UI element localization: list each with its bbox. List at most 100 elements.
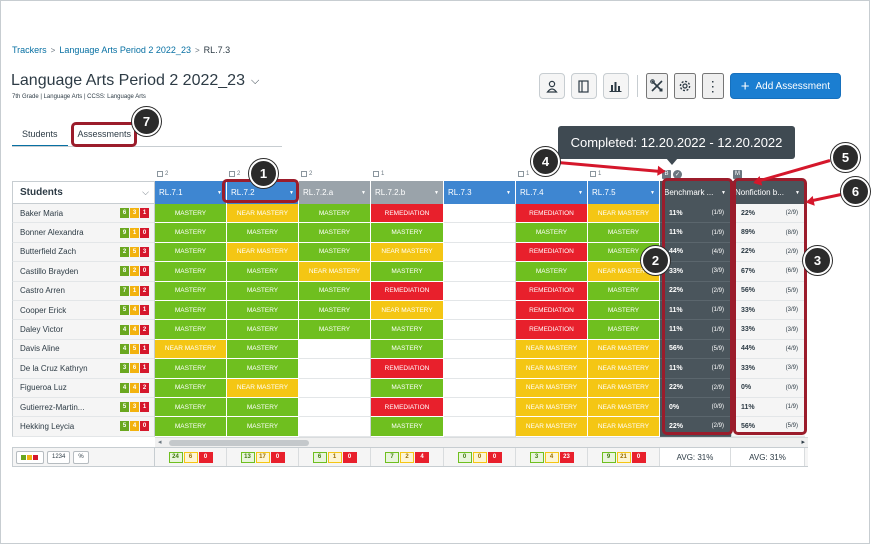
student-name[interactable]: Castro Arren <box>20 286 65 296</box>
chevron-down-icon[interactable]: ⌵ <box>142 187 149 197</box>
standard-cell[interactable]: MASTERY <box>299 223 371 243</box>
standard-cell[interactable]: NEAR MASTERY <box>588 417 660 437</box>
caret-down-icon[interactable]: ▼ <box>289 189 294 196</box>
standard-cell[interactable]: REMEDIATION <box>371 397 444 418</box>
standard-cell[interactable]: MASTERY <box>371 223 444 243</box>
standard-cell[interactable]: MASTERY <box>516 262 588 282</box>
standard-cell[interactable]: REMEDIATION <box>371 204 444 224</box>
gear-icon[interactable] <box>673 73 696 99</box>
standard-cell[interactable]: NEAR MASTERY <box>516 378 588 398</box>
standard-cell[interactable] <box>444 262 516 282</box>
standard-cell[interactable]: NEAR MASTERY <box>588 397 660 418</box>
student-name-cell[interactable]: Gutierrez-Martin... 5 3 1 <box>12 397 155 418</box>
student-name-cell[interactable]: Castro Arren 7 1 2 <box>12 281 155 301</box>
standard-cell[interactable]: REMEDIATION <box>516 204 588 224</box>
benchmark-score-cell[interactable]: 22% (2/9) <box>660 281 731 301</box>
scroll-right-icon[interactable]: ▸ <box>801 439 805 446</box>
student-name[interactable]: Castillo Brayden <box>20 266 79 276</box>
standard-cell[interactable] <box>444 378 516 398</box>
students-column-header[interactable]: Students ⌵ <box>12 181 155 204</box>
standard-cell[interactable]: REMEDIATION <box>516 300 588 321</box>
caret-down-icon[interactable]: ▼ <box>578 189 583 196</box>
standard-cell[interactable]: NEAR MASTERY <box>227 378 299 398</box>
standard-cell[interactable]: MASTERY <box>155 300 227 321</box>
standard-cell[interactable]: MASTERY <box>227 359 299 379</box>
standard-cell[interactable]: MASTERY <box>155 262 227 282</box>
student-name[interactable]: De la Cruz Kathryn <box>20 363 88 373</box>
tools-icon[interactable] <box>645 73 668 99</box>
horizontal-scrollbar[interactable]: ◂ ▸ <box>155 437 808 447</box>
standard-cell[interactable]: MASTERY <box>227 397 299 418</box>
standard-cell[interactable] <box>299 359 371 379</box>
student-name[interactable]: Gutierrez-Martin... <box>20 402 85 412</box>
student-name[interactable]: Butterfield Zach <box>20 247 77 257</box>
standard-cell[interactable]: NEAR MASTERY <box>371 242 444 263</box>
standard-cell[interactable]: MASTERY <box>299 204 371 224</box>
standard-cell[interactable]: NEAR MASTERY <box>516 359 588 379</box>
benchmark-score-cell[interactable]: 11% (1/9) <box>660 320 731 340</box>
standard-cell[interactable]: MASTERY <box>155 397 227 418</box>
standard-cell[interactable]: MASTERY <box>371 378 444 398</box>
standard-cell[interactable] <box>444 417 516 437</box>
standard-cell[interactable]: MASTERY <box>227 223 299 243</box>
standard-cell[interactable] <box>444 204 516 224</box>
benchmark-score-cell[interactable]: 44% (4/9) <box>660 242 731 263</box>
standard-cell[interactable]: MASTERY <box>371 417 444 437</box>
standard-cell[interactable]: REMEDIATION <box>516 281 588 301</box>
student-name[interactable]: Figueroa Luz <box>20 383 67 393</box>
benchmark-score-cell[interactable]: 56% (5/9) <box>660 339 731 360</box>
student-name-cell[interactable]: Figueroa Luz 4 4 2 <box>12 378 155 398</box>
benchmark-score-cell[interactable]: 11% (1/9) <box>660 204 731 224</box>
standard-cell[interactable] <box>299 397 371 418</box>
panel-icon[interactable] <box>570 73 597 99</box>
standard-cell[interactable] <box>444 223 516 243</box>
standard-cell[interactable] <box>444 242 516 263</box>
standard-cell[interactable]: MASTERY <box>227 339 299 360</box>
caret-down-icon[interactable]: ▼ <box>434 189 439 196</box>
standard-cell[interactable]: NEAR MASTERY <box>227 242 299 263</box>
standard-cell[interactable]: MASTERY <box>155 359 227 379</box>
chevron-down-icon[interactable]: ⌵ <box>250 74 260 87</box>
standard-cell[interactable]: REMEDIATION <box>371 281 444 301</box>
standard-cell[interactable]: MASTERY <box>155 320 227 340</box>
standard-cell[interactable]: NEAR MASTERY <box>516 339 588 360</box>
percent-view-button[interactable]: % <box>73 450 89 464</box>
standard-cell[interactable] <box>444 397 516 418</box>
standard-cell[interactable]: MASTERY <box>155 204 227 224</box>
standard-cell[interactable]: NEAR MASTERY <box>299 262 371 282</box>
standard-cell[interactable]: MASTERY <box>299 300 371 321</box>
caret-down-icon[interactable]: ▼ <box>795 189 800 196</box>
standard-cell[interactable]: NEAR MASTERY <box>588 204 660 224</box>
student-name-cell[interactable]: Bonner Alexandra 9 1 0 <box>12 223 155 243</box>
column-header[interactable]: RL.7.2.a ▼ <box>299 181 371 204</box>
standard-cell[interactable]: MASTERY <box>227 281 299 301</box>
standard-cell[interactable]: MASTERY <box>371 262 444 282</box>
caret-down-icon[interactable]: ▼ <box>506 189 511 196</box>
standard-cell[interactable]: MASTERY <box>299 242 371 263</box>
standard-cell[interactable]: MASTERY <box>516 223 588 243</box>
standard-cell[interactable]: MASTERY <box>155 281 227 301</box>
tab-students[interactable]: Students <box>12 121 68 147</box>
standard-cell[interactable]: REMEDIATION <box>516 242 588 263</box>
standard-cell[interactable]: MASTERY <box>227 262 299 282</box>
standard-cell[interactable]: NEAR MASTERY <box>516 397 588 418</box>
benchmark-score-cell[interactable]: 22% (2/9) <box>660 378 731 398</box>
student-name[interactable]: Bonner Alexandra <box>20 228 84 238</box>
standard-cell[interactable]: MASTERY <box>371 320 444 340</box>
student-name-cell[interactable]: Baker Maria 6 3 1 <box>12 204 155 224</box>
tab-assessments[interactable]: Assessments <box>77 129 132 139</box>
standard-cell[interactable]: MASTERY <box>227 417 299 437</box>
standard-cell[interactable]: NEAR MASTERY <box>588 359 660 379</box>
standard-cell[interactable]: MASTERY <box>588 281 660 301</box>
benchmark-score-cell[interactable]: 11% (1/9) <box>660 300 731 321</box>
column-header[interactable]: RL.7.5 ▼ <box>588 181 660 204</box>
standard-cell[interactable]: NEAR MASTERY <box>588 339 660 360</box>
standard-cell[interactable]: REMEDIATION <box>371 359 444 379</box>
breadcrumb-trackers[interactable]: Trackers <box>12 45 47 55</box>
standard-cell[interactable] <box>444 339 516 360</box>
standard-cell[interactable]: MASTERY <box>588 223 660 243</box>
benchmark-score-cell[interactable]: 33% (3/9) <box>660 262 731 282</box>
standard-cell[interactable]: MASTERY <box>155 417 227 437</box>
student-name[interactable]: Hekking Leycia <box>20 421 75 431</box>
count-view-button[interactable]: 1234 <box>47 450 71 464</box>
